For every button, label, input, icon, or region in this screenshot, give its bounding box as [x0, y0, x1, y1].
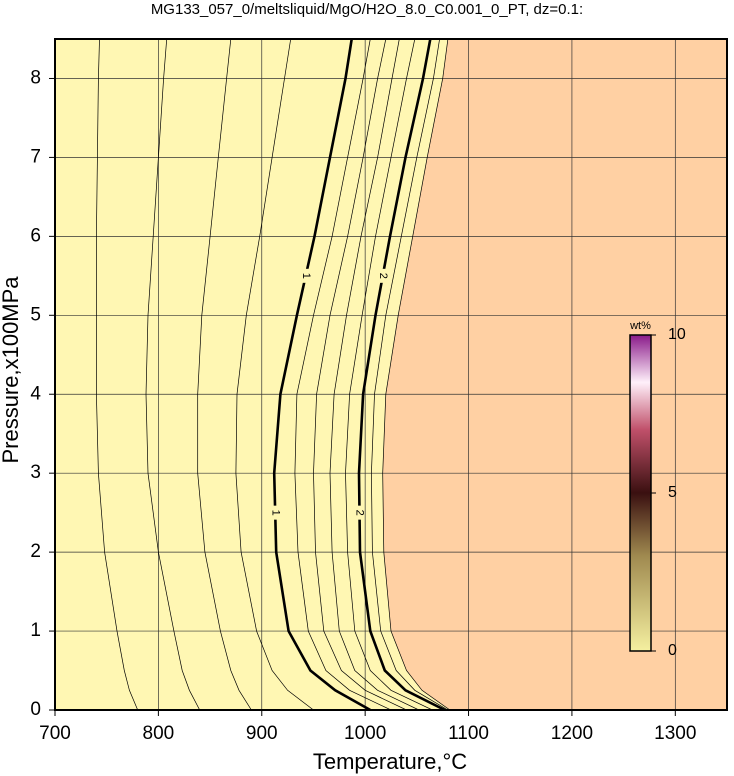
x-tick-label: 1200: [551, 723, 593, 744]
x-tick-label: 1300: [654, 723, 696, 744]
x-tick-label: 800: [143, 723, 175, 744]
background-high: [382, 39, 727, 710]
y-tick-label: 6: [30, 225, 41, 246]
colorbar-tick-label: 0: [668, 642, 677, 659]
x-axis-label: Temperature,°C: [313, 749, 467, 774]
y-tick-label: 7: [30, 146, 41, 167]
x-tick-label: 1000: [344, 723, 386, 744]
x-tick-label: 700: [39, 723, 71, 744]
contour-line: [294, 39, 392, 710]
contour-label-bg: [354, 505, 365, 520]
contour-line: [197, 39, 252, 710]
colorbar: [629, 334, 652, 652]
contour-label-bg: [300, 268, 311, 283]
colorbar-label: wt%: [629, 320, 651, 332]
y-tick-label: 3: [30, 462, 41, 483]
x-tick-label: 1100: [448, 723, 489, 744]
contour-line: [145, 39, 201, 710]
y-tick-label: 1: [30, 620, 41, 641]
contour-line: [96, 39, 139, 710]
y-tick-label: 4: [30, 383, 41, 404]
contour-label-bg: [377, 268, 388, 283]
y-tick-label: 5: [30, 304, 41, 325]
chart-title: MG133_057_0/meltsliquid/MgO/H2O_8.0_C0.0…: [151, 1, 583, 18]
contour-label: 2: [354, 510, 366, 516]
colorbar-tick-label: 10: [668, 326, 686, 343]
contour-line: [345, 39, 433, 710]
y-tick-label: 2: [30, 541, 41, 562]
contour-line: [329, 39, 420, 710]
contour-label: 1: [269, 510, 281, 516]
contour-major: [357, 39, 446, 710]
contour-line: [382, 39, 451, 710]
contour-line: [235, 39, 314, 710]
y-tick-label: 8: [30, 67, 41, 88]
colorbar-tick-label: 5: [668, 484, 677, 501]
contour-line: [313, 39, 407, 710]
y-axis-label: Pressure,x100MPa: [0, 276, 23, 464]
plot-frame: [54, 38, 728, 711]
y-tick-label: 0: [30, 699, 41, 720]
contour-label-bg: [270, 505, 281, 520]
contour-line: [371, 39, 449, 710]
x-tick-label: 900: [246, 723, 278, 744]
contour-label: 2: [377, 273, 389, 279]
contour-major: [272, 39, 371, 710]
contour-label: 1: [300, 273, 312, 279]
